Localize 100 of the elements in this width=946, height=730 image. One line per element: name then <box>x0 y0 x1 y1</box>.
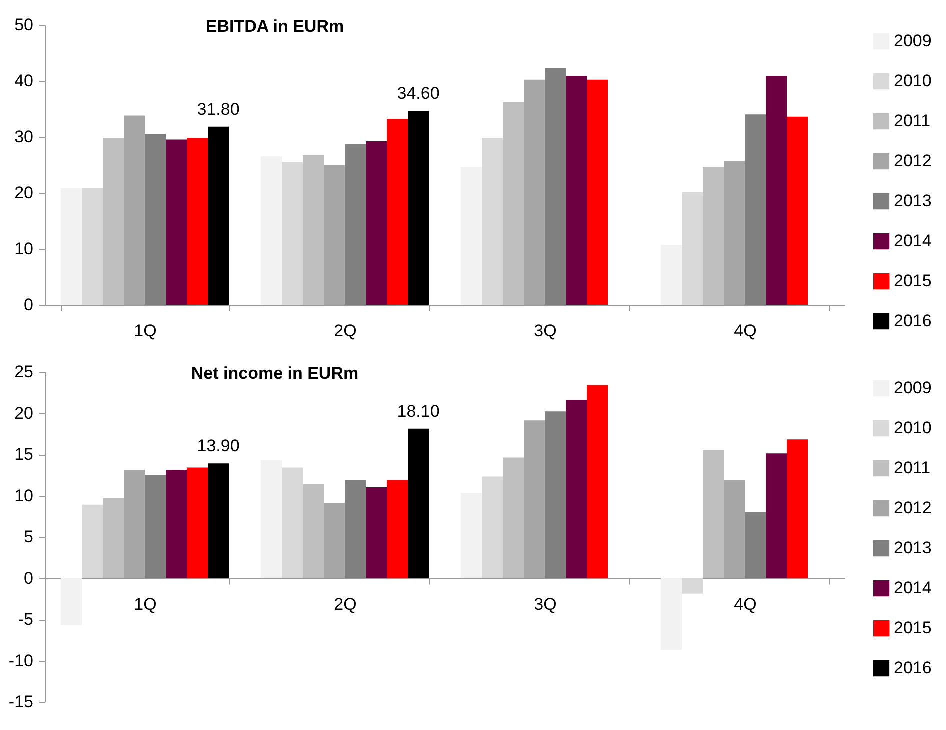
y-tick-label: 0 <box>24 568 34 588</box>
legend-label: 2016 <box>894 312 932 330</box>
data-label: 31.80 <box>197 100 240 119</box>
bar <box>61 578 82 626</box>
bar <box>124 470 145 578</box>
y-tick-label: 40 <box>14 72 34 90</box>
bar <box>387 480 408 578</box>
x-tick-label: 1Q <box>134 322 157 340</box>
bar <box>387 119 408 305</box>
bar <box>703 450 724 578</box>
y-tick-label: 10 <box>14 240 34 258</box>
bar <box>303 484 324 578</box>
bar <box>261 156 282 305</box>
bar <box>187 138 208 305</box>
bar <box>661 245 682 305</box>
y-tick-label: 50 <box>14 16 34 34</box>
bar <box>282 468 303 578</box>
bar <box>82 504 103 578</box>
bar <box>187 468 208 578</box>
bar <box>103 138 124 305</box>
bar <box>766 454 787 578</box>
legend-label: 2014 <box>894 578 932 598</box>
bar <box>166 470 187 578</box>
legend-label: 2009 <box>894 378 932 398</box>
data-label: 18.10 <box>397 402 440 421</box>
bar <box>324 166 345 305</box>
bar <box>703 167 724 305</box>
bar <box>545 412 566 578</box>
bar <box>324 503 345 578</box>
x-tick-label: 2Q <box>334 322 357 340</box>
bar <box>345 144 366 305</box>
bar <box>366 488 387 578</box>
y-tick-label: -10 <box>8 651 34 670</box>
legend-label: 2012 <box>894 498 932 518</box>
bar <box>524 80 545 305</box>
legend-label: 2010 <box>894 72 932 90</box>
bar <box>745 512 766 578</box>
bar <box>366 141 387 305</box>
legend-label: 2013 <box>894 538 932 558</box>
bar <box>766 76 787 305</box>
bar <box>545 68 566 305</box>
bar <box>682 578 703 594</box>
x-tick-label: 1Q <box>134 594 157 614</box>
legend-label: 2010 <box>894 418 932 438</box>
bar <box>82 188 103 305</box>
y-tick-label: 25 <box>14 362 34 382</box>
legend-label: 2015 <box>894 618 932 638</box>
bar <box>461 167 482 305</box>
x-tick-label: 2Q <box>334 594 357 614</box>
chart-title: EBITDA in EURm <box>206 17 344 36</box>
bar <box>724 480 745 578</box>
y-tick-label: 20 <box>14 184 34 202</box>
y-tick-label: 30 <box>14 128 34 146</box>
bar <box>145 475 166 578</box>
y-tick-label: 5 <box>24 528 34 546</box>
y-tick-label: -15 <box>8 692 34 712</box>
bar <box>482 476 503 578</box>
data-label: 34.60 <box>397 84 440 104</box>
data-label: 13.90 <box>197 436 240 456</box>
bar <box>661 578 682 650</box>
chart-title: Net income in EURm <box>191 364 359 383</box>
legend-label: 2012 <box>894 152 932 170</box>
legend-label: 2014 <box>894 232 932 250</box>
bar <box>261 460 282 578</box>
bar <box>166 140 187 305</box>
bar <box>408 428 429 578</box>
bar <box>587 80 608 305</box>
bar <box>587 385 608 578</box>
bar <box>682 192 703 305</box>
y-tick-label: 0 <box>24 296 34 314</box>
bar <box>61 188 82 305</box>
bar <box>787 116 808 305</box>
bar <box>745 114 766 305</box>
bar <box>503 102 524 305</box>
bar <box>524 420 545 578</box>
y-tick-label: 20 <box>14 404 34 423</box>
bar <box>345 480 366 578</box>
bar <box>724 161 745 305</box>
bar <box>303 155 324 305</box>
x-tick-label: 3Q <box>534 594 557 614</box>
bar <box>566 400 587 578</box>
bar <box>566 76 587 305</box>
x-tick-label: 4Q <box>734 594 757 614</box>
x-tick-label: 3Q <box>534 322 557 340</box>
bar <box>408 111 429 305</box>
y-tick-label: -5 <box>18 610 34 629</box>
bar <box>145 134 166 305</box>
bar <box>787 440 808 578</box>
legend-label: 2009 <box>894 32 932 50</box>
legend-label: 2015 <box>894 272 932 290</box>
bar <box>103 498 124 578</box>
x-tick-label: 4Q <box>734 322 757 340</box>
bar <box>124 116 145 305</box>
bar <box>503 458 524 578</box>
legend-label: 2011 <box>894 112 931 130</box>
y-tick-label: 10 <box>14 486 34 506</box>
bar <box>208 126 229 305</box>
bar <box>208 464 229 578</box>
legend-label: 2013 <box>894 192 932 210</box>
bar <box>282 162 303 305</box>
